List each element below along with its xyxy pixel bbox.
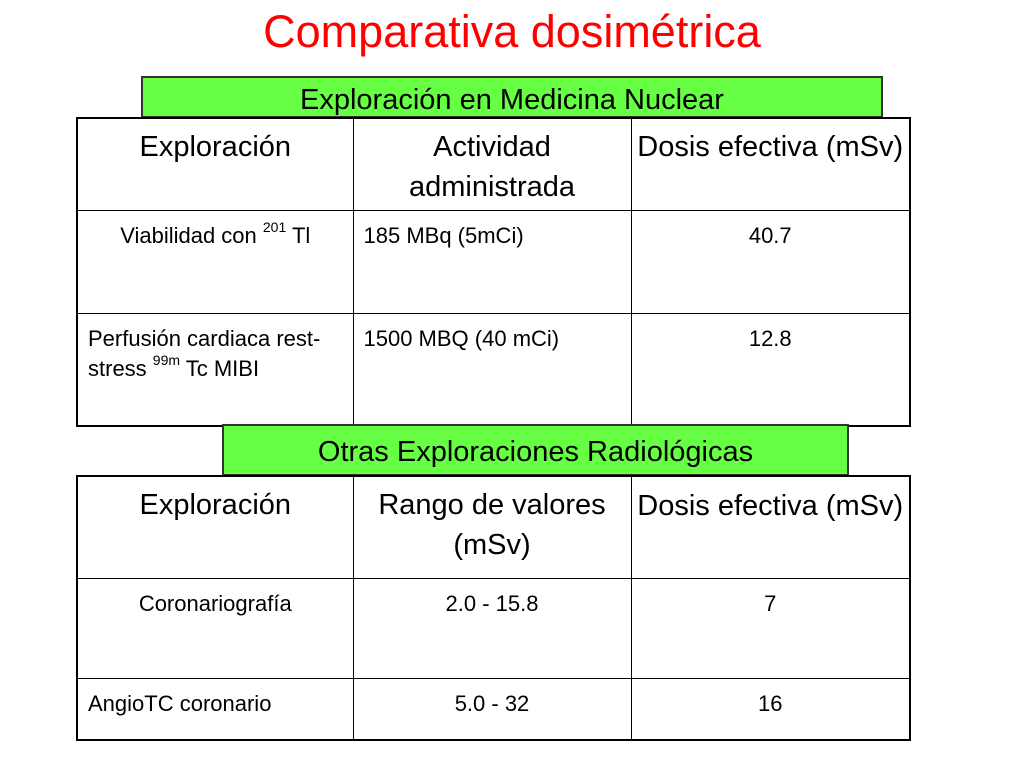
exploracion-text: Perfusión cardiaca rest-stress <box>88 325 321 381</box>
isotope-superscript: 99m <box>152 352 181 369</box>
table-row: Perfusión cardiaca rest-stress 99m Tc MI… <box>76 312 911 427</box>
exploracion-cell: AngioTC coronario <box>76 677 354 741</box>
table-header-row: Exploración Actividad administrada Dosis… <box>76 117 911 211</box>
exploracion-text-suffix: Tc MIBI <box>180 355 260 381</box>
exploracion-text: Viabilidad con <box>120 222 263 248</box>
rango-cell: 5.0 - 32 <box>352 677 632 741</box>
header-dosis: Dosis efectiva (mSv) <box>630 117 911 211</box>
exploracion-cell: Coronariografía <box>76 577 354 679</box>
header-exploracion: Exploración <box>76 117 354 211</box>
exploracion-cell: Perfusión cardiaca rest-stress 99m Tc MI… <box>76 312 354 427</box>
header-dosis: Dosis efectiva (mSv) <box>630 475 911 579</box>
header-actividad: Actividad administrada <box>352 117 632 211</box>
isotope-superscript: 201 <box>262 219 287 236</box>
dosis-cell: 16 <box>630 677 911 741</box>
radiology-banner: Otras Exploraciones Radiológicas <box>222 424 849 476</box>
actividad-cell: 1500 MBQ (40 mCi) <box>352 312 632 427</box>
table-row: Viabilidad con 201 Tl 185 MBq (5mCi) 40.… <box>76 209 911 314</box>
actividad-cell: 185 MBq (5mCi) <box>352 209 632 314</box>
slide-title: Comparativa dosimétrica <box>263 6 761 57</box>
table-header-row: Exploración Rango de valores (mSv) Dosis… <box>76 475 911 579</box>
exploracion-text-suffix: Tl <box>286 222 311 248</box>
dosis-cell: 7 <box>630 577 911 679</box>
table-row: Coronariografía 2.0 - 15.8 7 <box>76 577 911 679</box>
radiology-table: Exploración Rango de valores (mSv) Dosis… <box>76 475 911 741</box>
header-rango: Rango de valores (mSv) <box>352 475 632 579</box>
exploracion-cell: Viabilidad con 201 Tl <box>76 209 354 314</box>
dosis-cell: 12.8 <box>630 312 911 427</box>
table-row: AngioTC coronario 5.0 - 32 16 <box>76 677 911 741</box>
header-exploracion: Exploración <box>76 475 354 579</box>
nuclear-medicine-table: Exploración Actividad administrada Dosis… <box>76 117 911 427</box>
dosis-cell: 40.7 <box>630 209 911 314</box>
rango-cell: 2.0 - 15.8 <box>352 577 632 679</box>
nuclear-medicine-banner: Exploración en Medicina Nuclear <box>141 76 883 118</box>
